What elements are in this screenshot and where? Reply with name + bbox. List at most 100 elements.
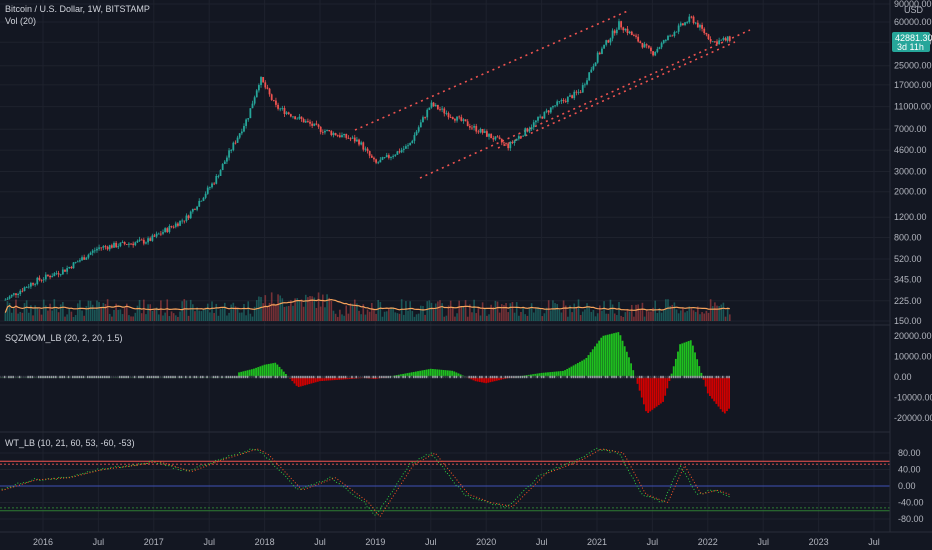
price-tick-label: 520.00 bbox=[894, 254, 922, 264]
sqz-dot bbox=[491, 375, 494, 379]
sqz-dot bbox=[1, 375, 4, 379]
candle-body bbox=[703, 28, 706, 34]
candle-body bbox=[479, 128, 482, 133]
sqz-dot bbox=[630, 375, 632, 379]
sqz-dot bbox=[391, 375, 394, 379]
volume-bar bbox=[185, 300, 188, 321]
candle-body bbox=[91, 250, 94, 253]
sqz-dot bbox=[647, 375, 649, 379]
candle-body bbox=[490, 133, 493, 139]
sqz-dot bbox=[178, 375, 181, 379]
sqz-bar bbox=[553, 371, 556, 377]
candle-body bbox=[358, 139, 360, 145]
sqz-bar bbox=[485, 377, 488, 384]
sqzmom-label[interactable]: SQZMOM_LB (20, 2, 20, 1.5) bbox=[5, 333, 123, 343]
volume-bar bbox=[537, 306, 539, 321]
sqz-dot bbox=[587, 375, 590, 379]
symbol-title[interactable]: Bitcoin / U.S. Dollar, 1W, BITSTAMP bbox=[5, 4, 150, 14]
candle-body bbox=[356, 139, 358, 142]
candle-body bbox=[483, 131, 486, 133]
candle-body bbox=[68, 266, 71, 269]
sqz-dot bbox=[327, 375, 330, 379]
volume-bar bbox=[688, 306, 691, 321]
candle-body bbox=[204, 193, 207, 198]
volume-bar bbox=[217, 315, 220, 321]
volume-bar bbox=[447, 305, 450, 321]
volume-bar bbox=[443, 316, 446, 321]
volume-bar bbox=[556, 304, 558, 321]
volume-bar bbox=[520, 311, 522, 321]
volume-bar bbox=[132, 316, 134, 321]
wt-oscillator bbox=[0, 447, 890, 518]
candle-body bbox=[292, 116, 294, 118]
candle-body bbox=[136, 240, 139, 243]
time-tick-label: 2022 bbox=[698, 537, 718, 547]
sqz-dot bbox=[611, 375, 613, 379]
sqz-dot bbox=[427, 375, 430, 379]
sqz-dot bbox=[617, 375, 620, 379]
volume-bar bbox=[413, 316, 416, 321]
sqz-dot bbox=[204, 375, 206, 379]
time-tick-label: Jul bbox=[93, 537, 105, 547]
volume-bar bbox=[302, 306, 305, 321]
candle-body bbox=[379, 159, 382, 163]
sqz-dot bbox=[679, 375, 681, 379]
volume-bar bbox=[49, 303, 51, 321]
candle-body bbox=[89, 252, 92, 255]
sqz-bar bbox=[472, 377, 475, 381]
volume-bar bbox=[405, 301, 407, 321]
volume-label[interactable]: Vol (20) bbox=[5, 16, 36, 26]
candle-body bbox=[462, 119, 465, 121]
candle-body bbox=[93, 250, 96, 252]
candle-body bbox=[360, 142, 363, 145]
sqz-dot bbox=[591, 375, 594, 379]
volume-bar bbox=[309, 296, 311, 321]
volume-bar bbox=[402, 314, 405, 321]
candle-body bbox=[345, 133, 348, 138]
sqz-dot bbox=[118, 375, 121, 379]
sqz-dot bbox=[317, 375, 319, 379]
candle-body bbox=[554, 105, 556, 107]
sqz-dot bbox=[265, 375, 268, 379]
sqz-dot bbox=[513, 375, 515, 379]
sqz-dot bbox=[523, 375, 526, 379]
sqz-dot bbox=[329, 375, 332, 379]
sqz-dot bbox=[498, 375, 500, 379]
sqz-dot bbox=[76, 375, 78, 379]
sqz-bar bbox=[427, 369, 430, 377]
sqz-dot bbox=[127, 375, 130, 379]
sqz-dot bbox=[202, 375, 204, 379]
candle-body bbox=[699, 24, 701, 28]
candle-body bbox=[230, 150, 233, 151]
candle-body bbox=[549, 107, 552, 113]
candle-body bbox=[720, 39, 723, 41]
candle-body bbox=[330, 131, 333, 136]
sqz-dot bbox=[393, 375, 396, 379]
sqz-dot bbox=[346, 375, 349, 379]
volume-bar bbox=[428, 300, 431, 321]
candle-body bbox=[213, 183, 216, 185]
candle-body bbox=[208, 187, 211, 189]
sqz-dot bbox=[672, 375, 675, 379]
volume-bar bbox=[106, 299, 109, 321]
sqz-dot bbox=[199, 375, 202, 379]
candle-body bbox=[601, 48, 603, 54]
volume-bar bbox=[709, 299, 712, 321]
candle-body bbox=[596, 52, 599, 63]
sqz-bar bbox=[285, 374, 287, 377]
sqz-dot bbox=[455, 375, 458, 379]
sqz-dot bbox=[170, 375, 172, 379]
volume-bar bbox=[630, 304, 633, 321]
volume-bar bbox=[164, 312, 166, 321]
sqz-bar bbox=[242, 371, 245, 377]
volume-bar bbox=[400, 299, 403, 321]
volume-bar bbox=[716, 305, 718, 321]
volume-bar bbox=[283, 306, 286, 321]
sqz-bar bbox=[585, 357, 588, 377]
wt-label[interactable]: WT_LB (10, 21, 60, 53, -60, -53) bbox=[5, 438, 135, 448]
volume-bar bbox=[722, 302, 725, 321]
sqz-dot bbox=[608, 375, 611, 379]
sqz-dot bbox=[23, 375, 25, 379]
sqz-dot bbox=[323, 375, 326, 379]
candle-body bbox=[370, 155, 373, 158]
